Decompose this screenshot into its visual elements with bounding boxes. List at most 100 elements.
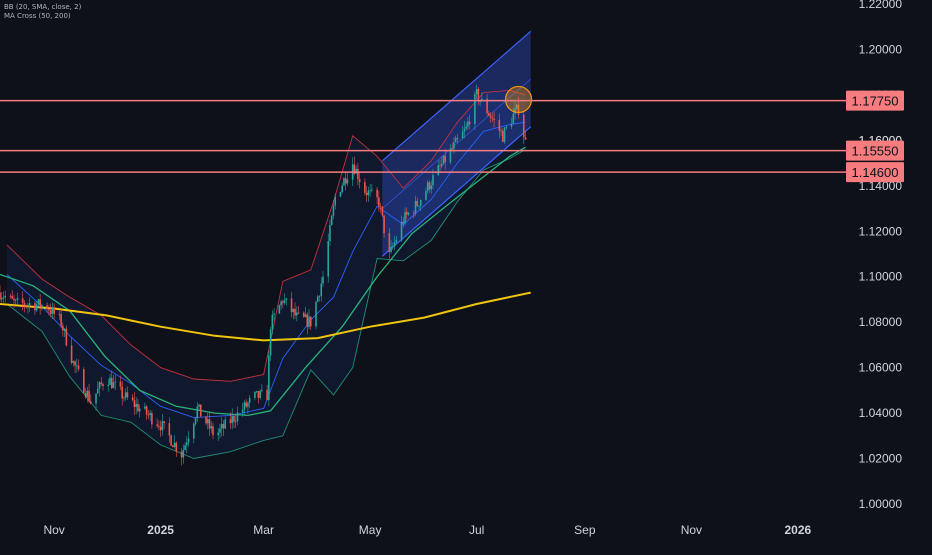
candle-body: [72, 361, 75, 364]
candle-body: [76, 365, 78, 367]
candle-body: [322, 276, 324, 284]
candle-body: [58, 314, 61, 315]
candle-body: [102, 384, 104, 387]
candle-body: [302, 312, 305, 317]
candle-body: [330, 215, 333, 225]
y-axis-tick-label: 1.22000: [859, 0, 903, 11]
candle-body: [453, 142, 455, 149]
candle-body: [39, 299, 41, 308]
candle-body: [14, 299, 17, 301]
candle-body: [74, 361, 76, 366]
candle-body: [149, 412, 151, 415]
candle-body: [172, 445, 174, 448]
candle-body: [159, 426, 162, 431]
bb-indicator-label[interactable]: BB (20, SMA, close, 2): [4, 3, 82, 11]
candle-body: [474, 94, 476, 125]
candle-body: [100, 382, 103, 385]
candle-body: [21, 298, 24, 303]
candle-body: [414, 200, 417, 214]
candle-body: [161, 421, 164, 431]
candle-body: [173, 442, 176, 448]
ma-cross-indicator-label[interactable]: MA Cross (50, 200): [4, 12, 71, 20]
candle-body: [34, 303, 36, 311]
candle-body: [378, 197, 380, 207]
candle-body: [479, 101, 481, 102]
candle-body: [451, 148, 453, 150]
candle-body: [28, 303, 31, 305]
candle-body: [292, 308, 295, 313]
candle-body: [418, 205, 420, 207]
candle-body: [285, 298, 288, 300]
bb-upper-line: [6, 89, 526, 382]
candle-body: [186, 442, 188, 446]
candle-body: [184, 445, 186, 451]
candle-body: [308, 316, 310, 327]
candle-body: [416, 200, 419, 207]
candle-body: [234, 421, 237, 423]
level-label-box: [846, 90, 904, 111]
candle-body: [334, 196, 337, 206]
candle-body: [119, 381, 122, 387]
candle-body: [70, 345, 73, 364]
candle-body: [426, 182, 429, 192]
y-axis-tick-label: 1.08000: [859, 315, 903, 329]
candle-body: [236, 412, 239, 422]
level-label: 1.14600: [852, 165, 899, 180]
candle-body: [222, 423, 225, 429]
candle-body: [407, 212, 410, 215]
plot-area[interactable]: [0, 0, 845, 550]
candle-body: [37, 299, 40, 305]
y-axis-tick-label: 1.20000: [859, 42, 903, 56]
candle-body: [489, 115, 492, 118]
candle-body: [98, 382, 101, 389]
candle-body: [219, 428, 221, 433]
candle-body: [510, 123, 513, 127]
candle-body: [393, 242, 396, 247]
candle-body: [63, 328, 66, 331]
candle-body: [444, 155, 446, 163]
candle-body: [318, 295, 321, 297]
candle-body: [329, 224, 331, 242]
candle-body: [205, 416, 207, 424]
candle-body: [137, 404, 139, 412]
candle-body: [493, 118, 495, 120]
candle-body: [13, 298, 15, 301]
ma-fast-line: [0, 146, 526, 417]
y-axis-tick-label: 1.10000: [859, 270, 903, 284]
candle-body: [96, 388, 99, 394]
candle-body: [145, 406, 148, 415]
candle-body: [220, 423, 223, 429]
candle-body: [266, 389, 268, 401]
candle-body: [339, 192, 342, 197]
candle-body: [400, 221, 403, 240]
candle-body: [297, 312, 300, 314]
candle-body: [343, 178, 345, 186]
candle-body: [89, 401, 92, 404]
candle-body: [524, 137, 527, 140]
candle-body: [430, 185, 433, 190]
candle-body: [315, 301, 317, 327]
candle-body: [488, 113, 490, 116]
y-axis-tick-label: 1.02000: [859, 452, 903, 466]
candle-body: [371, 189, 373, 191]
candle-body: [295, 312, 298, 316]
candle-body: [65, 328, 68, 346]
channel-upper-line: [381, 30, 532, 162]
candle-body: [468, 121, 471, 125]
candle-body: [273, 313, 275, 315]
candle-body: [439, 165, 441, 167]
candle-body: [283, 299, 286, 303]
candle-body: [255, 391, 258, 393]
candle-body: [35, 304, 38, 311]
candle-body: [477, 88, 480, 102]
candle-body: [512, 113, 515, 124]
candle-body: [278, 305, 281, 314]
candle-body: [194, 418, 197, 424]
candle-body: [208, 419, 211, 429]
candle-body: [332, 205, 335, 216]
candle-body: [170, 435, 172, 446]
candle-body: [309, 316, 312, 327]
candle-body: [156, 424, 158, 426]
